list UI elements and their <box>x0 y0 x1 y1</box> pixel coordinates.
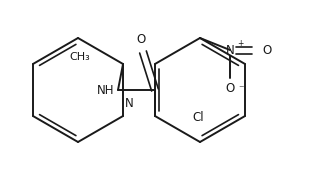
Text: Cl: Cl <box>192 111 204 124</box>
Text: O: O <box>225 82 235 95</box>
Text: O: O <box>136 33 146 46</box>
Text: CH₃: CH₃ <box>70 52 90 62</box>
Text: NH: NH <box>96 84 114 97</box>
Text: +: + <box>237 40 243 49</box>
Text: ⁻: ⁻ <box>238 84 243 94</box>
Text: N: N <box>226 43 234 57</box>
Text: O: O <box>262 43 271 57</box>
Text: N: N <box>125 97 134 110</box>
